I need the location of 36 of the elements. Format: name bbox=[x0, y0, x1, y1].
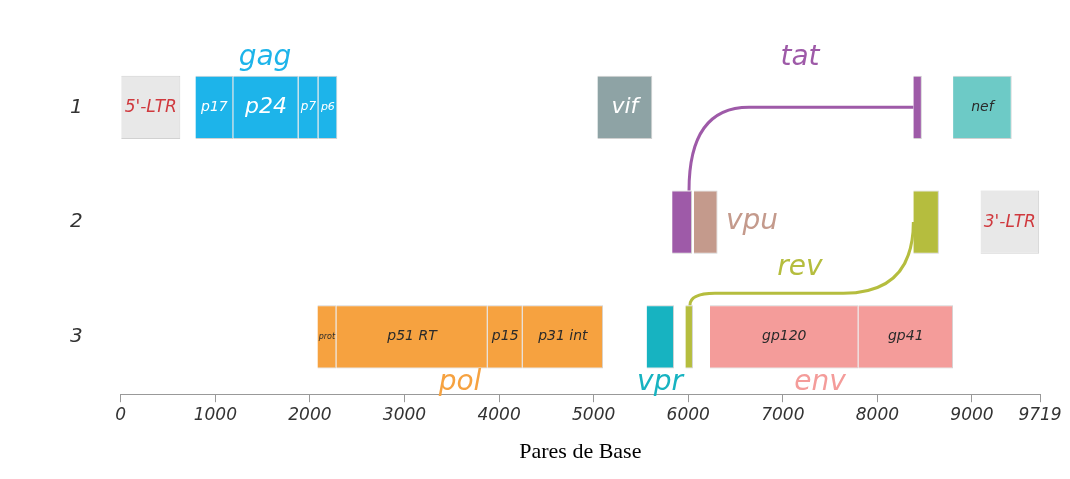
x-tick-label: 0 bbox=[115, 403, 127, 424]
annotation: pol bbox=[437, 364, 482, 398]
series-label: p6 bbox=[319, 100, 335, 114]
annotation: gag bbox=[238, 39, 292, 73]
series-label: gp41 bbox=[887, 327, 924, 344]
series-label: p15 bbox=[490, 327, 519, 344]
annotation: tat bbox=[780, 39, 821, 73]
annotation: vpu bbox=[725, 203, 779, 237]
x-axis-title: Pares de Base bbox=[519, 437, 642, 463]
series-label: p51 RT bbox=[386, 327, 439, 344]
x-tick-label: 7000 bbox=[761, 403, 805, 424]
x-tick-label: 6000 bbox=[666, 403, 710, 424]
x-tick-label: 9719 bbox=[1018, 403, 1062, 424]
series-label: 3'-LTR bbox=[983, 210, 1036, 231]
x-tick-label: 2000 bbox=[288, 403, 332, 424]
y-tick-label: 1 bbox=[69, 93, 83, 118]
x-tick-label: 8000 bbox=[855, 403, 900, 424]
series-label: prot bbox=[317, 331, 336, 341]
x-tick-label: 1000 bbox=[193, 403, 237, 424]
series-label: p17 bbox=[200, 98, 228, 115]
series-label: gp120 bbox=[761, 327, 807, 344]
series-label: p7 bbox=[299, 99, 317, 114]
annotation: vpr bbox=[637, 364, 685, 398]
series-label: nef bbox=[971, 98, 996, 115]
annotation: rev bbox=[777, 249, 824, 283]
x-tick-label: 4000 bbox=[477, 403, 521, 424]
annotation: env bbox=[794, 364, 847, 398]
x-tick-label: 9000 bbox=[950, 403, 994, 424]
y-tick-label: 2 bbox=[69, 208, 83, 233]
y-tick-label: 3 bbox=[69, 323, 83, 348]
series-label: vif bbox=[611, 93, 642, 119]
x-tick-label: 3000 bbox=[382, 403, 427, 424]
series-label: 5'-LTR bbox=[124, 95, 177, 116]
series-label: p31 int bbox=[537, 327, 589, 344]
x-tick-label: 5000 bbox=[572, 403, 616, 424]
series-label: p24 bbox=[243, 93, 287, 119]
